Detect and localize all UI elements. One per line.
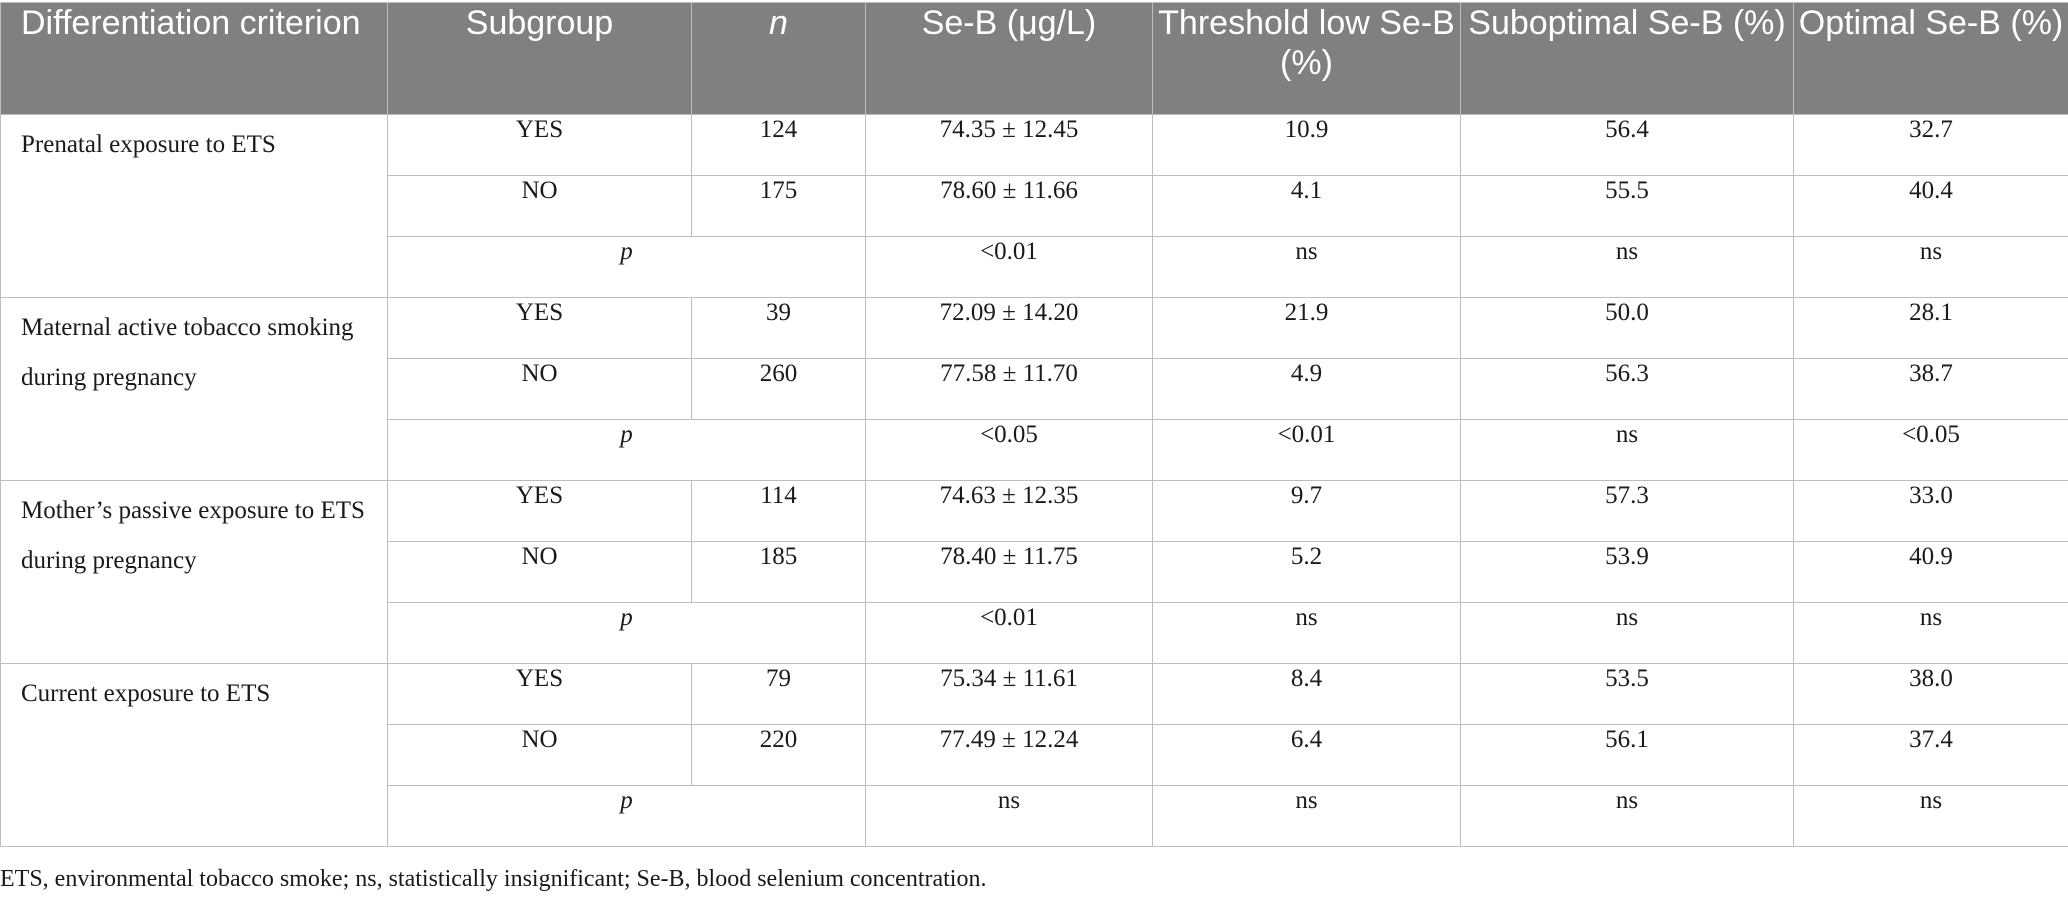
subgroup-cell: YES	[387, 663, 692, 725]
p-threshold-low-cell: ns	[1152, 602, 1461, 664]
optimal-cell: 40.9	[1793, 541, 2068, 603]
p-optimal-cell: ns	[1793, 602, 2068, 664]
p-suboptimal-cell: ns	[1460, 236, 1794, 298]
table-row: NO 220 77.49 ± 12.24 6.4 56.1 37.4	[1, 724, 2068, 786]
subgroup-cell: NO	[387, 541, 692, 603]
optimal-cell: 33.0	[1793, 480, 2068, 542]
p-label-cell: p	[387, 785, 866, 847]
seb-cell: 78.40 ± 11.75	[865, 541, 1153, 603]
suboptimal-cell: 56.4	[1460, 114, 1794, 176]
p-seb-cell: ns	[865, 785, 1153, 847]
p-optimal-cell: ns	[1793, 785, 2068, 847]
suboptimal-cell: 56.3	[1460, 358, 1794, 420]
table-row: NO 260 77.58 ± 11.70 4.9 56.3 38.7	[1, 358, 2068, 420]
p-value-row: p <0.05 <0.01 ns <0.05	[1, 419, 2068, 481]
optimal-cell: 40.4	[1793, 175, 2068, 237]
seb-cell: 78.60 ± 11.66	[865, 175, 1153, 237]
n-cell: 220	[691, 724, 866, 786]
optimal-cell: 32.7	[1793, 114, 2068, 176]
header-optimal: Optimal Se-B (%)	[1793, 2, 2068, 115]
subgroup-cell: YES	[387, 114, 692, 176]
table-row: Current exposure to ETS YES 79 75.34 ± 1…	[0, 663, 2068, 847]
table-row: Mother’s passive exposure to ETS during …	[0, 480, 2068, 664]
table-footnote: ETS, environmental tobacco smoke; ns, st…	[0, 866, 987, 892]
optimal-cell: 28.1	[1793, 297, 2068, 359]
optimal-cell: 38.7	[1793, 358, 2068, 420]
header-criterion: Differentiation criterion	[0, 2, 388, 115]
threshold-low-cell: 8.4	[1152, 663, 1461, 725]
n-cell: 185	[691, 541, 866, 603]
criterion-cell: Prenatal exposure to ETS	[0, 114, 388, 298]
seb-cell: 77.58 ± 11.70	[865, 358, 1153, 420]
header-suboptimal: Suboptimal Se-B (%)	[1460, 2, 1794, 115]
p-seb-cell: <0.05	[865, 419, 1153, 481]
seb-cell: 74.35 ± 12.45	[865, 114, 1153, 176]
threshold-low-cell: 21.9	[1152, 297, 1461, 359]
suboptimal-cell: 53.9	[1460, 541, 1794, 603]
header-n: n	[691, 2, 866, 115]
p-suboptimal-cell: ns	[1460, 785, 1794, 847]
p-value-row: p <0.01 ns ns ns	[1, 602, 2068, 664]
threshold-low-cell: 6.4	[1152, 724, 1461, 786]
p-optimal-cell: ns	[1793, 236, 2068, 298]
p-seb-cell: <0.01	[865, 236, 1153, 298]
table-body: Prenatal exposure to ETS YES 124 74.35 ±…	[0, 114, 2068, 847]
header-threshold-low: Threshold low Se-B (%)	[1152, 2, 1461, 115]
p-suboptimal-cell: ns	[1460, 602, 1794, 664]
threshold-low-cell: 9.7	[1152, 480, 1461, 542]
seb-cell: 72.09 ± 14.20	[865, 297, 1153, 359]
p-label-cell: p	[387, 419, 866, 481]
seb-cell: 75.34 ± 11.61	[865, 663, 1153, 725]
seb-cell: 74.63 ± 12.35	[865, 480, 1153, 542]
threshold-low-cell: 4.9	[1152, 358, 1461, 420]
table-row: Prenatal exposure to ETS YES 124 74.35 ±…	[0, 114, 2068, 298]
p-threshold-low-cell: ns	[1152, 236, 1461, 298]
suboptimal-cell: 57.3	[1460, 480, 1794, 542]
criterion-cell: Current exposure to ETS	[0, 663, 388, 847]
header-seb: Se-B (μg/L)	[865, 2, 1153, 115]
subgroup-cell: NO	[387, 358, 692, 420]
header-subgroup: Subgroup	[387, 2, 692, 115]
seb-cell: 77.49 ± 12.24	[865, 724, 1153, 786]
threshold-low-cell: 4.1	[1152, 175, 1461, 237]
p-threshold-low-cell: ns	[1152, 785, 1461, 847]
subgroup-cell: YES	[387, 297, 692, 359]
p-label-cell: p	[387, 236, 866, 298]
data-table: Differentiation criterion Subgroup n Se-…	[0, 2, 2068, 847]
suboptimal-cell: 53.5	[1460, 663, 1794, 725]
p-seb-cell: <0.01	[865, 602, 1153, 664]
subgroup-cell: YES	[387, 480, 692, 542]
suboptimal-cell: 56.1	[1460, 724, 1794, 786]
n-cell: 114	[691, 480, 866, 542]
optimal-cell: 38.0	[1793, 663, 2068, 725]
optimal-cell: 37.4	[1793, 724, 2068, 786]
n-cell: 79	[691, 663, 866, 725]
header-row: Differentiation criterion Subgroup n Se-…	[0, 2, 2068, 115]
table-header: Differentiation criterion Subgroup n Se-…	[0, 2, 2068, 115]
suboptimal-cell: 50.0	[1460, 297, 1794, 359]
threshold-low-cell: 10.9	[1152, 114, 1461, 176]
subgroup-cell: NO	[387, 724, 692, 786]
table-row: NO 185 78.40 ± 11.75 5.2 53.9 40.9	[1, 541, 2068, 603]
p-label-cell: p	[387, 602, 866, 664]
suboptimal-cell: 55.5	[1460, 175, 1794, 237]
table-row: Maternal active tobacco smoking during p…	[0, 297, 2068, 481]
p-suboptimal-cell: ns	[1460, 419, 1794, 481]
p-value-row: p ns ns ns ns	[1, 785, 2068, 847]
n-cell: 124	[691, 114, 866, 176]
n-cell: 260	[691, 358, 866, 420]
p-threshold-low-cell: <0.01	[1152, 419, 1461, 481]
n-cell: 39	[691, 297, 866, 359]
criterion-cell: Mother’s passive exposure to ETS during …	[0, 480, 388, 664]
subgroup-cell: NO	[387, 175, 692, 237]
threshold-low-cell: 5.2	[1152, 541, 1461, 603]
p-optimal-cell: <0.05	[1793, 419, 2068, 481]
n-cell: 175	[691, 175, 866, 237]
criterion-cell: Maternal active tobacco smoking during p…	[0, 297, 388, 481]
